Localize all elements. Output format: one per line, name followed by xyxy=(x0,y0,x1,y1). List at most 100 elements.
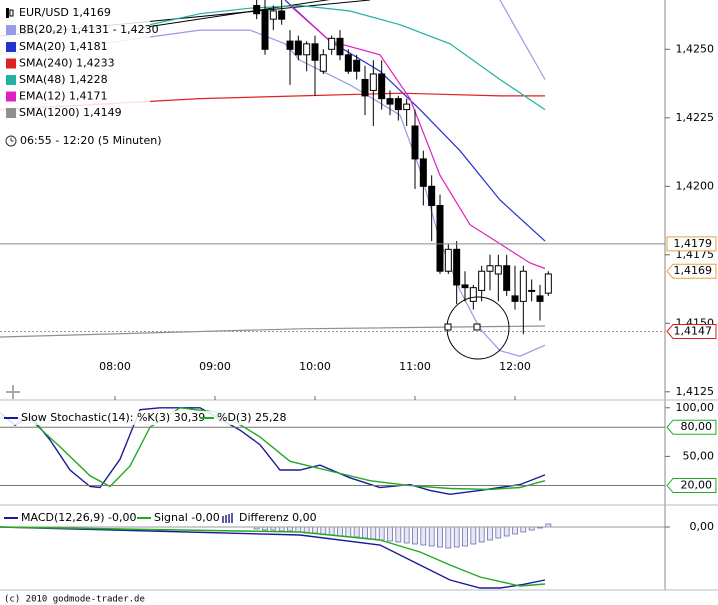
candle-body xyxy=(419,158,427,187)
candle-body xyxy=(544,273,552,294)
histogram-bar xyxy=(445,526,452,549)
price-tag-label: 1,4179 xyxy=(674,237,713,250)
legend-label: SMA(20) 1,4181 xyxy=(19,40,108,53)
y-tick-label: 0,00 xyxy=(690,520,715,533)
histogram-bar xyxy=(420,526,427,546)
candle-body xyxy=(486,265,494,272)
time-range: 06:55 - 12:20 (5 Minuten) xyxy=(20,134,161,147)
footer: (c) 2010 godmode-trader.de xyxy=(4,595,145,605)
legend-background xyxy=(0,2,150,120)
histogram-bar xyxy=(428,526,435,547)
legend-swatch xyxy=(228,514,230,523)
x-tick-label: 08:00 xyxy=(99,360,131,373)
x-tick-label: 09:00 xyxy=(199,360,231,373)
histogram-bar xyxy=(478,526,485,543)
histogram-bar xyxy=(512,526,518,535)
y-tick-label: 1,4250 xyxy=(676,42,715,55)
legend-swatch xyxy=(6,91,16,102)
histogram-bar xyxy=(370,526,377,540)
x-tick-label: 11:00 xyxy=(399,360,431,373)
candle-body xyxy=(261,10,269,50)
level-tag-label: 20,00 xyxy=(681,479,713,492)
clock-icon xyxy=(5,135,17,147)
x-tick-label: 12:00 xyxy=(499,360,531,373)
histogram-bar xyxy=(387,526,393,542)
candle-body xyxy=(403,103,411,111)
legend-label: %D(3) 25,28 xyxy=(217,411,287,424)
candle-body xyxy=(394,98,402,111)
histogram-bar xyxy=(503,526,510,537)
histogram-bar xyxy=(453,526,460,548)
candle-body xyxy=(328,37,336,50)
candle-body xyxy=(278,10,286,20)
legend-swatch xyxy=(222,516,224,523)
annotation-marker xyxy=(473,323,481,331)
candle-body xyxy=(469,287,477,302)
legend-swatch xyxy=(9,9,14,17)
line xyxy=(0,29,546,357)
chart-title: EUR/USD 1,4169 xyxy=(19,6,111,19)
legend-swatch xyxy=(6,108,16,118)
histogram-bar xyxy=(287,526,293,532)
candle-body xyxy=(536,295,544,302)
line xyxy=(0,325,546,338)
legend-label: Slow Stochastic(14): %K(3) 30,39 xyxy=(21,411,205,424)
candle-body xyxy=(336,37,344,56)
candle-body xyxy=(369,73,377,91)
y-tick-label: 1,4125 xyxy=(676,385,715,398)
candle-body xyxy=(344,54,352,72)
histogram-bar xyxy=(520,526,527,533)
legend-swatch xyxy=(6,8,9,18)
candle-body xyxy=(411,125,419,160)
candle-body xyxy=(494,265,502,275)
line xyxy=(499,0,546,80)
line xyxy=(0,526,546,587)
x-tick-label: 10:00 xyxy=(299,360,331,373)
legend-label: EMA(12) 1,4171 xyxy=(19,90,108,103)
price-tag xyxy=(666,324,717,340)
legend-swatch xyxy=(6,75,16,85)
candle-body xyxy=(269,10,277,20)
histogram-bar xyxy=(403,526,410,544)
level-tag xyxy=(666,419,717,435)
candle-body xyxy=(511,295,519,302)
candle-body xyxy=(378,73,386,100)
candle-body xyxy=(361,78,369,97)
histogram-bar xyxy=(462,526,468,547)
candle-body xyxy=(353,59,361,72)
legend-swatch xyxy=(225,515,227,523)
y-tick-label: 1,4225 xyxy=(676,111,715,124)
candle-body xyxy=(444,248,452,272)
legend-label: Differenz 0,00 xyxy=(239,511,317,524)
line xyxy=(289,5,546,270)
price-tag xyxy=(666,263,717,279)
histogram-bar xyxy=(495,526,502,539)
candle-body xyxy=(303,43,311,56)
panel xyxy=(0,0,552,357)
legend-label: BB(20,2) 1,4131 - 1,4230 xyxy=(19,23,159,36)
y-tick-label: 1,4200 xyxy=(676,179,715,192)
y-tick-label: 50,00 xyxy=(683,449,715,462)
histogram-bar xyxy=(470,526,477,545)
candle-body xyxy=(453,248,461,286)
legend-label: SMA(1200) 1,4149 xyxy=(19,106,122,119)
line xyxy=(0,407,546,496)
move-icon xyxy=(6,385,20,399)
legend-background xyxy=(0,411,290,425)
candle-body xyxy=(478,270,486,291)
histogram-bar xyxy=(412,526,418,545)
histogram-bar xyxy=(437,526,443,548)
histogram-bar xyxy=(353,526,360,538)
candle-body xyxy=(311,43,319,61)
histogram-bar xyxy=(378,526,385,541)
candle-body xyxy=(528,289,536,292)
y-tick-label: 100,00 xyxy=(676,401,715,414)
price-tag xyxy=(666,236,717,252)
candle-body xyxy=(253,4,261,15)
legend-label: SMA(240) 1,4233 xyxy=(19,57,115,70)
candle-body xyxy=(503,265,511,291)
candle-body xyxy=(319,54,327,72)
legend-swatch xyxy=(6,58,16,69)
